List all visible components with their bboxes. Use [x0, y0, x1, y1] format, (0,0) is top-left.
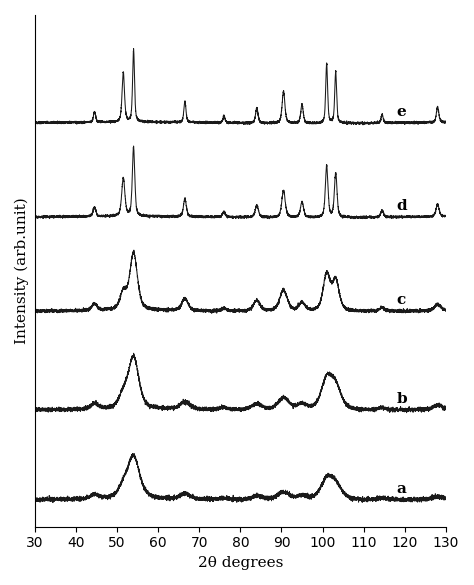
X-axis label: 2θ degrees: 2θ degrees [198, 556, 283, 570]
Text: a: a [397, 481, 406, 495]
Text: c: c [397, 293, 406, 307]
Text: d: d [397, 199, 407, 213]
Text: b: b [397, 392, 407, 406]
Text: e: e [397, 105, 406, 119]
Y-axis label: Intensity (arb.unit): Intensity (arb.unit) [15, 198, 29, 344]
